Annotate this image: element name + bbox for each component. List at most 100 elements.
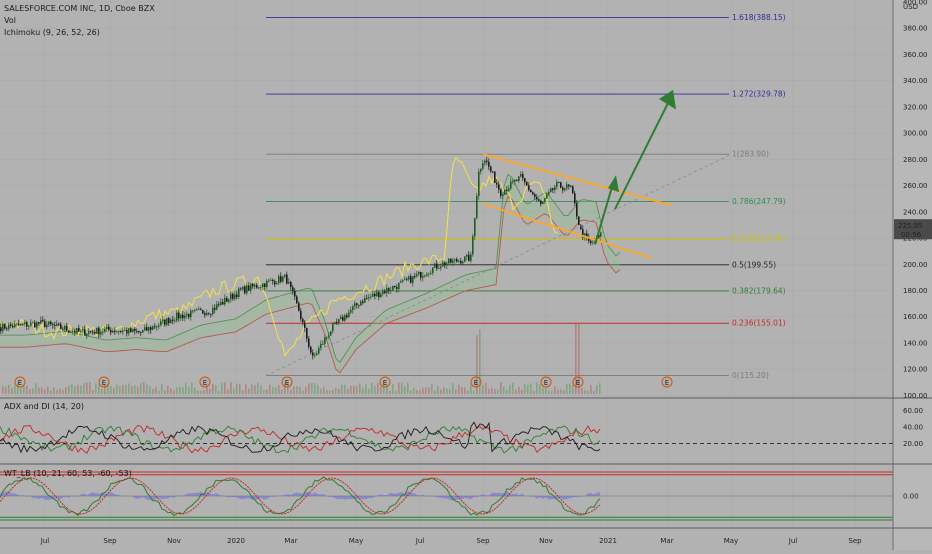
volume-bar [428, 387, 430, 394]
candle-body [570, 186, 572, 188]
earnings-label: E [285, 379, 289, 387]
volume-bar [242, 389, 244, 394]
candle-body [494, 171, 496, 183]
volume-bar [320, 388, 322, 394]
volume-bar [80, 385, 82, 394]
adx-tick-label: 40.00 [903, 423, 923, 431]
candle-body [174, 320, 176, 322]
candle-body [142, 330, 144, 333]
candle-body [354, 303, 356, 307]
volume-bar [545, 387, 547, 394]
volume-bar [308, 383, 310, 394]
candle-body [458, 260, 460, 262]
adx-label[interactable]: ADX and DI (14, 20) [4, 402, 84, 411]
candle-body [400, 281, 402, 283]
candle-body [404, 278, 406, 280]
volume-bar [230, 382, 232, 394]
candle-body [8, 324, 10, 329]
candle-body [68, 330, 70, 333]
candle-body [534, 194, 536, 198]
countdown-value: 00:56 [901, 231, 922, 239]
last-price-tag [894, 219, 932, 240]
earnings-marker [379, 376, 391, 388]
candle-body [378, 292, 380, 298]
ichimoku-lagging-span [0, 156, 559, 357]
candle-body [242, 286, 244, 290]
candle-body [528, 185, 530, 190]
earnings-marker [572, 376, 584, 388]
candle-body [28, 325, 30, 327]
candle-body [398, 282, 400, 289]
volume-bar [254, 385, 256, 394]
candle-body [352, 306, 354, 311]
volume-bar [317, 384, 319, 394]
candle-body [444, 262, 446, 266]
candle-body [250, 283, 252, 291]
candle-body [560, 182, 562, 188]
short-arrow-head [608, 175, 619, 193]
volume-bar [488, 388, 490, 394]
volume-bar [581, 387, 583, 394]
volume-bar [506, 389, 508, 394]
candle-body [218, 304, 220, 306]
fib-label: 0.618(219.45) [732, 234, 786, 243]
price-tick-label: 140.00 [903, 339, 928, 347]
volume-bar [485, 382, 487, 394]
candle-body [300, 310, 302, 320]
volume-bar [17, 382, 19, 394]
candle-body [418, 271, 420, 275]
candle-body [30, 322, 32, 326]
candle-body [146, 327, 148, 331]
volume-bar [437, 385, 439, 394]
volume-bar [527, 384, 529, 394]
candle-body [98, 327, 100, 335]
volume-bar [302, 390, 304, 394]
volume-bar [410, 390, 412, 394]
adx-plus-di [0, 425, 601, 454]
volume-bar [116, 384, 118, 394]
candle-body [336, 322, 338, 324]
candle-body [130, 328, 132, 332]
candle-body [292, 287, 294, 292]
wt-label[interactable]: WT_LB (10, 21, 60, 53, -60, -53) [4, 469, 132, 478]
price-tick-label: 120.00 [903, 366, 928, 374]
candle-body [382, 291, 384, 295]
candle-body [34, 322, 36, 328]
candle-body [264, 283, 266, 288]
candle-body [240, 288, 242, 290]
symbol-title[interactable]: SALESFORCE.COM INC, 1D, Cboe BZX [4, 4, 155, 13]
candle-body [526, 181, 528, 186]
candle-body [462, 261, 464, 264]
candle-body [118, 331, 120, 332]
time-tick-label: Sep [476, 537, 490, 545]
candle-body [432, 267, 434, 274]
candle-body [280, 276, 282, 282]
fib-label: 1.618(388.15) [732, 13, 786, 22]
volume-bar [329, 390, 331, 394]
candle-body [452, 260, 454, 263]
candle-body [384, 291, 386, 294]
volume-bar [23, 385, 25, 394]
candle-body [454, 259, 456, 261]
candle-body [360, 301, 362, 306]
candle-body [358, 304, 360, 306]
volume-bar [311, 382, 313, 394]
price-tick-label: 160.00 [903, 313, 928, 321]
candle-body [426, 274, 428, 276]
candle-body [150, 327, 152, 330]
candle-body [328, 335, 330, 337]
volume-bar [383, 384, 385, 394]
volume-label[interactable]: Vol [4, 16, 16, 25]
volume-bar [134, 385, 136, 394]
ichimoku-label[interactable]: Ichimoku (9, 26, 52, 26) [4, 28, 100, 37]
volume-bar [542, 387, 544, 394]
price-tick-label: 200.00 [903, 261, 928, 269]
candle-body [258, 287, 260, 289]
adx-tick-label: 20.00 [903, 440, 923, 448]
candle-body [200, 309, 202, 310]
long-arrow [614, 98, 671, 210]
candle-body [496, 182, 498, 185]
fib-label: 0.236(155.01) [732, 319, 786, 328]
candle-body [266, 280, 268, 288]
